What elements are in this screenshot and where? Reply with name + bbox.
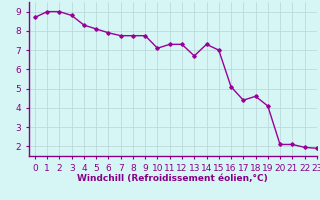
X-axis label: Windchill (Refroidissement éolien,°C): Windchill (Refroidissement éolien,°C)	[77, 174, 268, 183]
